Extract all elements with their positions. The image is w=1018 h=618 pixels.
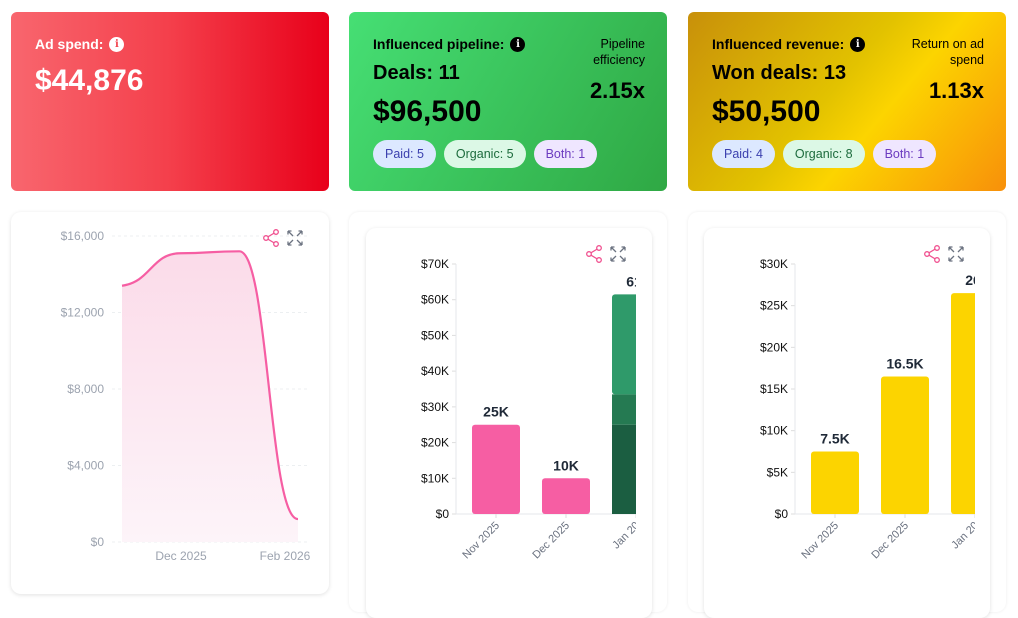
info-icon[interactable]: i (850, 36, 866, 52)
bar-segment (612, 294, 636, 395)
area-fill (122, 251, 298, 543)
x-tick-label: Feb 2026 (260, 549, 311, 563)
x-tick-label: Dec 2025 (530, 520, 572, 562)
paid-pill[interactable]: Paid: 5 (373, 140, 436, 168)
expand-icon[interactable] (610, 246, 626, 262)
x-tick-label: Dec 2025 (869, 520, 911, 562)
y-tick-label: $0 (775, 507, 789, 521)
bar-value-label: 25K (483, 404, 509, 420)
y-tick-label: $10K (421, 471, 449, 485)
expand-icon-arrows (948, 246, 964, 262)
bar-segment (542, 478, 590, 514)
share-icon-node (934, 257, 940, 263)
y-tick-label: $15K (760, 382, 788, 396)
ad-spend-card: Ad spend: i $44,876 (11, 12, 329, 191)
organic-pill[interactable]: Organic: 8 (782, 140, 865, 168)
ad-spend-label: Ad spend: (35, 36, 104, 52)
revenue-label: Influenced revenue: (712, 36, 845, 52)
share-icon-node (596, 245, 602, 251)
share-icon[interactable] (586, 245, 602, 263)
x-tick-label: Nov 2025 (799, 520, 841, 562)
charts-layer: $0 $4,000 $8,000 $12,000 $16,000 Dec 2025 Feb … (61, 229, 984, 563)
y-tick-label: $8,000 (67, 382, 104, 396)
influenced-revenue-card: Influenced revenue: i Won deals: 13 $50,5… (688, 12, 1006, 191)
share-icon-node (596, 257, 602, 263)
expand-icon[interactable] (287, 230, 303, 246)
info-icon[interactable]: i (109, 36, 125, 52)
y-tick-label: $20K (760, 340, 788, 354)
pipeline-chart-card (366, 228, 652, 618)
x-tick-label: Dec 2025 (155, 549, 207, 563)
y-tick-label: $12,000 (61, 306, 105, 320)
share-icon[interactable] (924, 245, 940, 263)
y-tick-label: $70K (421, 257, 449, 271)
bar (811, 451, 859, 514)
y-tick-label: $25K (760, 299, 788, 313)
pipeline-efficiency-label: Pipeline efficiency (593, 37, 645, 67)
organic-pill[interactable]: Organic: 5 (443, 140, 526, 168)
y-tick-label: $4,000 (67, 459, 104, 473)
share-icon-node (273, 241, 279, 247)
x-tick-label: Jan 20 (610, 520, 642, 552)
y-tick-label: $40K (421, 364, 449, 378)
roas-value: 1.13x (928, 78, 984, 103)
revenue-deals: Won deals: 13 (712, 62, 847, 84)
influenced-pipeline-card: Influenced pipeline: i Deals: 11 $96,500 … (349, 12, 667, 191)
bar-segment (472, 424, 520, 514)
expand-icon-arrows (287, 230, 303, 246)
bar (951, 293, 975, 514)
bar-value-label: 16.5K (886, 356, 923, 372)
expand-icon[interactable] (948, 246, 964, 262)
y-tick-label: $10K (760, 424, 788, 438)
info-icon[interactable]: i (510, 36, 526, 52)
y-tick-label: $0 (436, 507, 450, 521)
x-tick-label: Nov 2025 (460, 520, 502, 562)
paid-pill[interactable]: Paid: 4 (712, 140, 775, 168)
share-icon-node (924, 251, 930, 257)
ad-spend-value: $44,876 (35, 64, 144, 97)
pipeline-label: Influenced pipeline: (373, 36, 505, 52)
share-icon[interactable] (263, 229, 279, 247)
pipeline-value: $96,500 (373, 95, 482, 128)
y-tick-label: $0 (91, 535, 105, 549)
expand-icon-arrows (610, 246, 626, 262)
y-tick-label: $5K (767, 465, 788, 479)
bar-value-label: 7.5K (820, 431, 850, 447)
x-tick-label: Jan 20 (949, 520, 981, 552)
pipeline-efficiency-value: 2.15x (589, 78, 645, 103)
both-pill[interactable]: Both: 1 (872, 140, 937, 168)
both-pill[interactable]: Both: 1 (533, 140, 598, 168)
spend-line (121, 250, 299, 521)
revenue-chart-card (704, 228, 990, 618)
y-tick-label: $50K (421, 328, 449, 342)
bar-segment (612, 394, 636, 425)
y-tick-label: $16,000 (61, 229, 105, 243)
y-tick-label: $30K (760, 257, 788, 271)
y-tick-label: $60K (421, 293, 449, 307)
bar (881, 376, 929, 514)
bar-chart-plot: 7.5K Nov 2025 16.5K Dec 2025 26. Jan 20 (795, 272, 984, 562)
share-icon-node (934, 245, 940, 251)
pipeline-deals: Deals: 11 (373, 62, 460, 84)
bar-segment (612, 424, 636, 514)
bar-value-label: 26. (965, 272, 984, 288)
share-icon-node (586, 251, 592, 257)
y-tick-label: $30K (421, 400, 449, 414)
revenue-value: $50,500 (712, 95, 821, 128)
bar-value-label: 61. (626, 273, 645, 289)
y-tick-label: $20K (421, 436, 449, 450)
share-icon-node (263, 235, 269, 241)
share-icon-node (273, 229, 279, 235)
roas-label: Return on ad spend (911, 37, 984, 67)
bar-value-label: 10K (553, 457, 579, 473)
